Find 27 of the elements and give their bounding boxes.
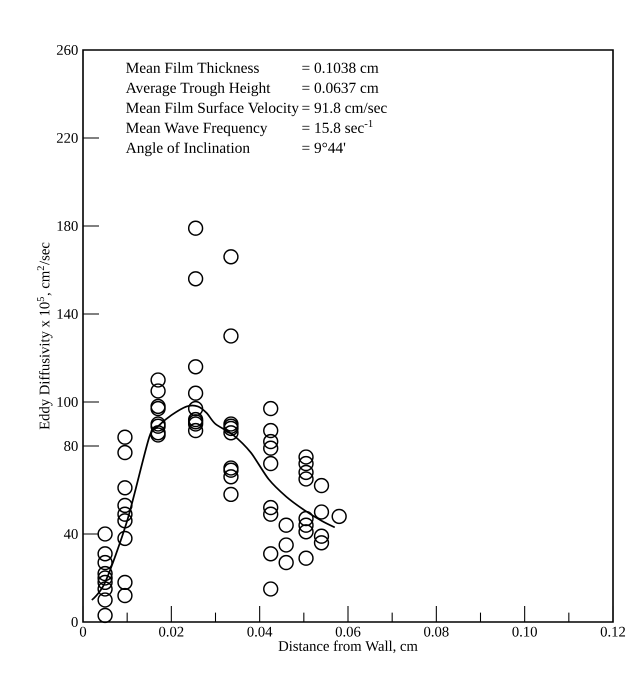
annotation: Average Trough Height [126, 82, 270, 96]
annotation: = 9°44' [302, 142, 346, 153]
annotation: = 0.0637 cm [302, 82, 379, 94]
y-tick-label: 260 [56, 45, 78, 55]
x-tick-label: 0.06 [336, 626, 360, 637]
x-axis-title: Distance from Wall, cm [278, 640, 418, 654]
annotation: Mean Film Surface Velocity [126, 102, 299, 116]
y-tick-label: 140 [58, 309, 78, 319]
x-tick-label: 0.10 [512, 626, 537, 637]
annotation: = 15.8 sec$^{-1}$ [302, 120, 373, 134]
annotation: = 91.8 cm/sec [302, 102, 387, 114]
x-tick-label: 0.02 [159, 626, 184, 637]
y-tick-label: 100 [58, 397, 78, 407]
annotation: Angle of Inclination [126, 142, 250, 156]
y-tick-label: 180 [58, 221, 78, 231]
annotation: Mean Film Thickness [126, 62, 259, 73]
annotation: = 0.1038 cm [302, 62, 379, 74]
y-tick-label: 80 [64, 441, 78, 451]
y-tick-label: 220 [56, 133, 78, 143]
y-tick-label: 40 [64, 529, 78, 539]
annotation: Mean Wave Frequency [126, 122, 268, 136]
x-tick-label: 0.12 [600, 626, 626, 637]
y-tick-label: 0 [72, 617, 78, 627]
y-axis-title: Eddy Diffusivity x 10$^{5}$, cm$^{2}$/sec [37, 242, 52, 430]
x-tick-label: 0 [80, 626, 86, 637]
x-tick-label: 0.08 [424, 626, 449, 637]
x-tick-label: 0.04 [247, 626, 272, 637]
